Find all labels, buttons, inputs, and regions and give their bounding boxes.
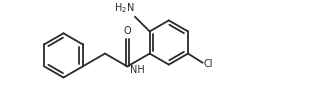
Text: O: O xyxy=(124,26,131,36)
Text: NH: NH xyxy=(130,65,145,75)
Text: Cl: Cl xyxy=(204,59,213,69)
Text: H$_2$N: H$_2$N xyxy=(114,1,135,15)
